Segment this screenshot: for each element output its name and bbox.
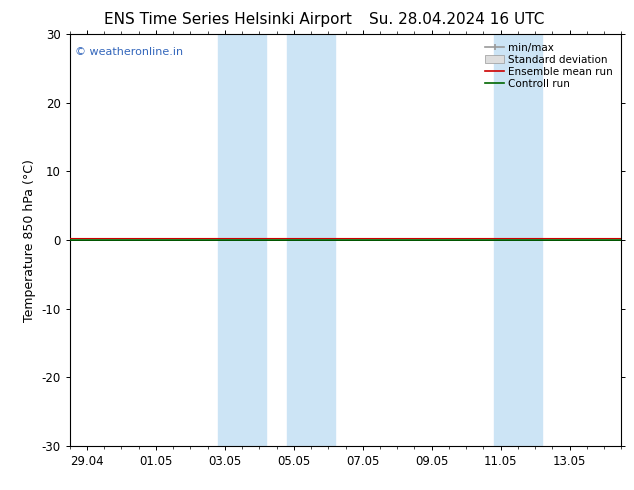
- Text: Su. 28.04.2024 16 UTC: Su. 28.04.2024 16 UTC: [369, 12, 544, 27]
- Bar: [287, 34, 335, 446]
- Text: ENS Time Series Helsinki Airport: ENS Time Series Helsinki Airport: [105, 12, 352, 27]
- Y-axis label: Temperature 850 hPa (°C): Temperature 850 hPa (°C): [23, 159, 36, 321]
- Bar: [494, 34, 542, 446]
- Text: © weatheronline.in: © weatheronline.in: [75, 47, 183, 57]
- Bar: [218, 34, 266, 446]
- Legend: min/max, Standard deviation, Ensemble mean run, Controll run: min/max, Standard deviation, Ensemble me…: [482, 40, 616, 92]
